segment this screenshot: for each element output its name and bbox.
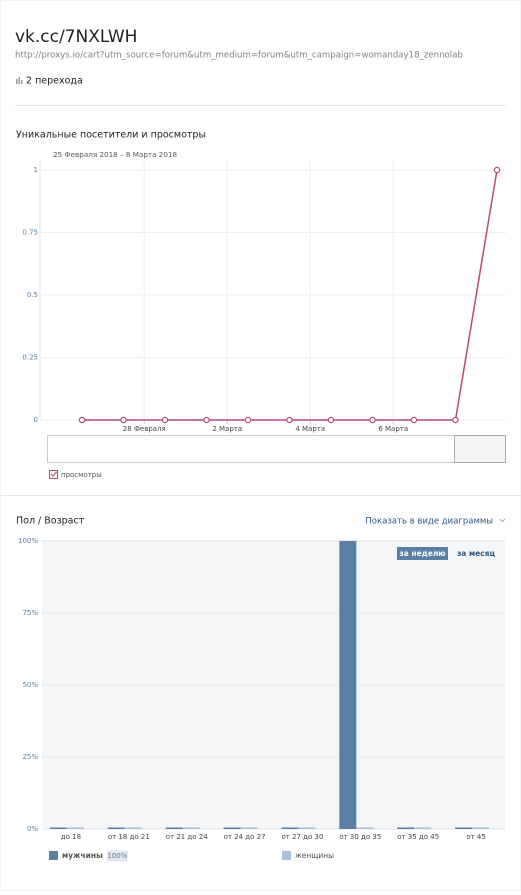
y-tick-label: 75%	[22, 609, 38, 617]
period-button[interactable]: за месяц	[457, 549, 496, 558]
target-url[interactable]: http://proxys.io/cart?utm_source=forum&u…	[15, 51, 463, 61]
data-point	[244, 416, 252, 424]
x-tick-label: от 24 до 27	[224, 833, 266, 841]
bar	[414, 827, 432, 829]
bar	[49, 827, 67, 829]
bar	[298, 827, 316, 829]
y-tick-label: 0%	[27, 825, 38, 833]
bar	[455, 827, 473, 829]
legend-swatch[interactable]	[49, 851, 58, 860]
y-tick-label: 100%	[18, 537, 38, 545]
legend-label[interactable]: женщины	[295, 851, 334, 860]
y-tick-label: 0	[34, 416, 38, 424]
data-point	[410, 416, 418, 424]
data-point	[369, 416, 376, 424]
data-point	[452, 416, 459, 424]
bar	[124, 827, 142, 829]
x-tick-label: от 21 до 24	[166, 833, 209, 841]
chart-title: Уникальные посетители и просмотры	[16, 130, 206, 141]
y-tick-label: 0.25	[22, 354, 38, 362]
x-tick-label: от 27 до 30	[281, 833, 323, 841]
dropdown-arrow	[499, 518, 506, 523]
y-tick-label: 0.75	[22, 229, 38, 237]
bar	[281, 827, 299, 829]
short-link[interactable]: vk.cc/7NXLWH	[15, 27, 137, 47]
bar	[223, 827, 241, 829]
view-toggle[interactable]: Показать в виде диаграммы	[365, 517, 493, 527]
chart-subtitle: 25 Февраля 2018 – 8 Марта 2018	[53, 150, 178, 159]
legend-swatch[interactable]	[282, 851, 291, 860]
share-label: 100%	[107, 852, 127, 860]
legend-label[interactable]: мужчины	[62, 851, 103, 860]
bar	[182, 827, 200, 829]
x-tick-label: от 30 до 35	[339, 833, 381, 841]
data-point	[327, 416, 335, 424]
data-point	[286, 416, 293, 424]
data-point	[493, 166, 501, 174]
data-point	[161, 416, 169, 424]
x-tick-label: 6 Марта	[378, 425, 408, 433]
share-badge	[106, 850, 128, 862]
data-point	[203, 416, 210, 424]
chart-title: Пол / Возраст	[16, 516, 85, 527]
data-point	[120, 416, 127, 424]
y-tick-label: 50%	[22, 681, 38, 689]
bar	[472, 827, 490, 829]
x-tick-label: 2 Марта	[212, 425, 242, 433]
bar	[339, 541, 357, 829]
y-tick-label: 0.5	[27, 291, 38, 299]
bar	[356, 827, 374, 829]
data-point	[78, 416, 86, 424]
bar	[66, 827, 84, 829]
x-tick-label: от 45	[466, 833, 486, 841]
x-tick-label: от 35 до 45	[397, 833, 439, 841]
x-tick-label: 4 Марта	[295, 425, 325, 433]
x-tick-label: 28 Февраля	[123, 425, 166, 433]
stats-icon	[16, 77, 23, 84]
period-button-active[interactable]	[397, 547, 448, 560]
bar	[165, 827, 183, 829]
period-button[interactable]: за неделю	[399, 549, 445, 558]
y-tick-label: 25%	[22, 753, 38, 761]
clicks-count: 2 перехода	[26, 76, 83, 87]
navigator[interactable]	[47, 435, 506, 463]
x-tick-label: от 18 до 21	[108, 833, 150, 841]
check-mark	[50, 471, 57, 477]
legend-checkbox[interactable]	[49, 470, 58, 479]
navigator-window[interactable]	[454, 435, 506, 463]
bar	[240, 827, 258, 829]
bar	[107, 827, 125, 829]
x-tick-label: до 18	[61, 833, 81, 841]
y-tick-label: 1	[34, 166, 38, 174]
legend-label: просмотры	[61, 471, 102, 479]
bar	[397, 827, 415, 829]
